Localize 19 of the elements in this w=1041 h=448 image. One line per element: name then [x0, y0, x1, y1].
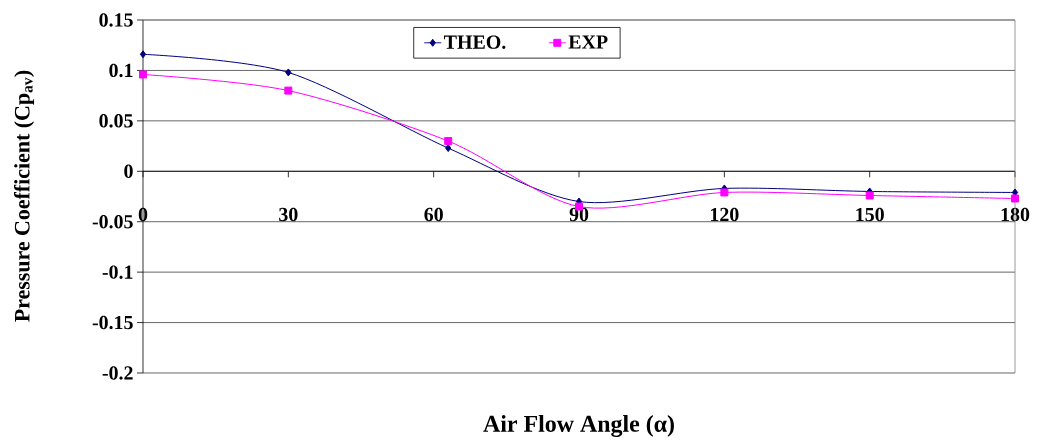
y-tick-label: -0.2	[102, 366, 133, 380]
x-tick-label: 120	[710, 207, 739, 222]
y-axis-title: Pressure Coefficient (Cp$_{av}$)	[13, 70, 35, 322]
legend-label: THEO.	[444, 35, 506, 49]
y-tick-label: 0	[124, 164, 133, 178]
y-tick-label: -0.15	[92, 315, 133, 330]
legend-label: EXP	[568, 35, 608, 49]
x-tick-label: 150	[856, 207, 884, 222]
y-tick-label: 0.05	[99, 114, 133, 128]
x-axis-title: Air Flow Angle (α)	[483, 415, 674, 437]
x-tick-label: 180	[1001, 207, 1030, 222]
y-tick-label: 0.1	[109, 63, 133, 78]
x-tick-label: 0	[138, 207, 148, 222]
y-tick-label: -0.05	[92, 214, 133, 229]
x-tick-label: 30	[279, 207, 298, 222]
x-tick-label: 60	[424, 207, 443, 222]
y-tick-label: 0.15	[99, 13, 133, 27]
y-tick-label: -0.1	[102, 265, 133, 279]
x-tick-label: 90	[569, 207, 589, 222]
